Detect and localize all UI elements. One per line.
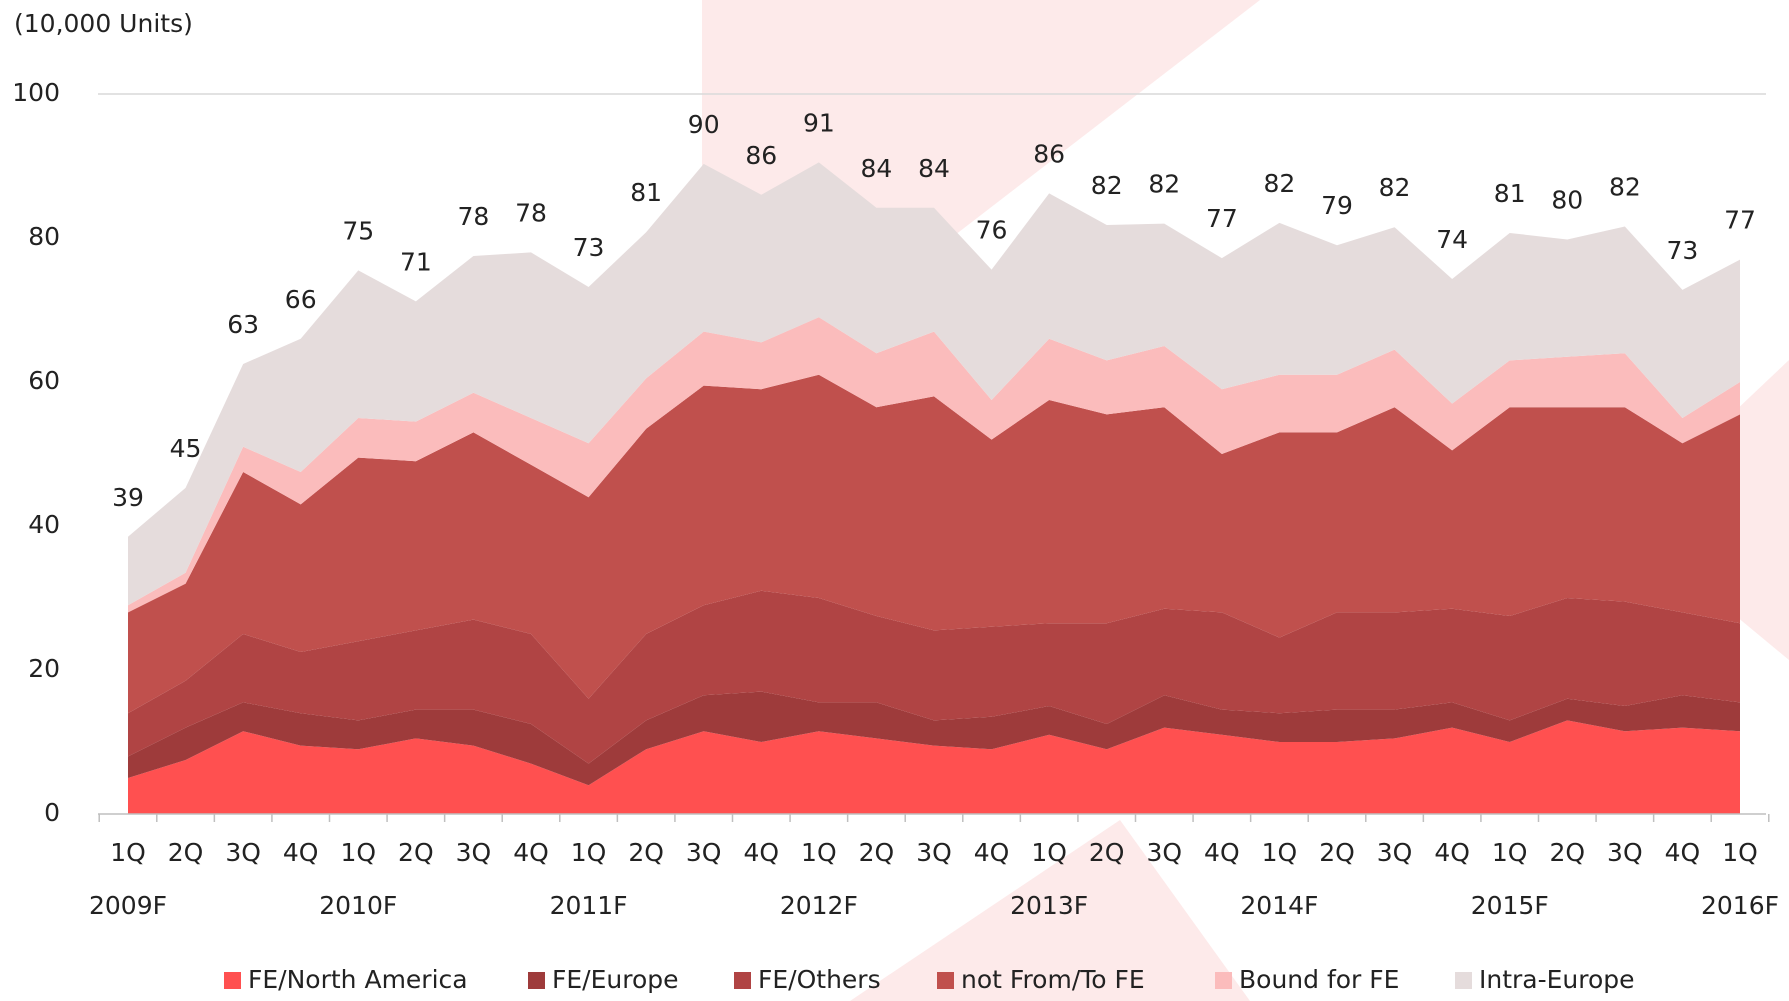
x-tick-label: 3Q [916,838,952,867]
x-tick-label: 4Q [513,838,549,867]
x-tick-label: 2Q [859,838,895,867]
total-label: 91 [803,108,835,137]
legend-label: Intra-Europe [1479,965,1635,994]
total-label: 77 [1206,204,1238,233]
total-label: 71 [400,247,432,276]
total-label: 81 [630,178,662,207]
y-tick-label: 100 [12,78,60,107]
legend-label: FE/Others [758,965,881,994]
area [128,317,1740,613]
total-label: 39 [112,483,144,512]
legend-swatch [1215,972,1232,989]
total-label: 75 [342,216,374,245]
year-label: 2014F [1240,891,1318,920]
x-tick-label: 1Q [1031,838,1067,867]
x-tick-label: 1Q [340,838,376,867]
x-tick-label: 1Q [1722,838,1758,867]
year-label: 2010F [319,891,397,920]
legend-label: Bound for FE [1239,965,1399,994]
x-tick-label: 3Q [1377,838,1413,867]
total-label: 74 [1436,225,1468,254]
total-label: 63 [227,310,259,339]
total-label: 45 [170,434,202,463]
x-tick-label: 3Q [686,838,722,867]
x-tick-label: 2Q [1549,838,1585,867]
total-label: 78 [515,198,547,227]
total-label: 81 [1494,179,1526,208]
unit-label: (10,000 Units) [14,9,193,38]
area [128,374,1740,714]
total-label: 84 [918,154,950,183]
total-label: 79 [1321,191,1353,220]
total-label: 86 [1033,139,1065,168]
x-tick-label: 1Q [110,838,146,867]
year-label: 2009F [89,891,167,920]
legend-label: FE/Europe [552,965,679,994]
total-label: 84 [861,154,893,183]
x-tick-label: 3Q [456,838,492,867]
x-tick-label: 4Q [1434,838,1470,867]
legend-swatch [734,972,751,989]
total-label: 82 [1379,173,1411,202]
x-tick-label: 1Q [1492,838,1528,867]
area [128,720,1740,814]
x-tick-label: 4Q [1204,838,1240,867]
y-tick-label: 60 [28,366,60,395]
legend-swatch [528,972,545,989]
total-label: 90 [688,110,720,139]
legend-swatch [224,972,241,989]
total-label: 66 [285,285,317,314]
x-tick-label: 4Q [743,838,779,867]
y-tick-label: 20 [28,654,60,683]
legend-label: not From/To FE [961,965,1145,994]
total-label: 82 [1264,169,1296,198]
total-label: 82 [1609,172,1641,201]
x-tick-label: 1Q [571,838,607,867]
year-label: 2011F [550,891,628,920]
y-tick-label: 40 [28,510,60,539]
year-label: 2016F [1701,891,1779,920]
year-label: 2015F [1471,891,1549,920]
legend-label: FE/North America [248,965,468,994]
total-label: 78 [458,202,490,231]
x-tick-label: 1Q [1262,838,1298,867]
y-tick-label: 0 [44,798,60,827]
total-label: 82 [1148,170,1180,199]
y-tick-label: 80 [28,222,60,251]
x-tick-label: 3Q [1146,838,1182,867]
x-tick-label: 4Q [1665,838,1701,867]
legend-swatch [937,972,954,989]
x-tick-label: 1Q [801,838,837,867]
x-tick-label: 2Q [398,838,434,867]
total-label: 73 [1667,236,1699,265]
total-label: 76 [976,216,1008,245]
area [128,691,1740,786]
total-label: 73 [573,233,605,262]
legend-swatch [1455,972,1472,989]
x-tick-label: 4Q [283,838,319,867]
x-tick-label: 2Q [168,838,204,867]
total-label: 77 [1724,206,1756,235]
x-tick-label: 3Q [1607,838,1643,867]
year-label: 2013F [1010,891,1088,920]
total-label: 82 [1091,171,1123,200]
x-tick-label: 2Q [1319,838,1355,867]
year-label: 2012F [780,891,858,920]
area [128,162,1740,606]
x-tick-label: 2Q [628,838,664,867]
total-label: 80 [1551,185,1583,214]
x-tick-label: 3Q [225,838,261,867]
total-label: 86 [745,141,777,170]
x-tick-label: 2Q [1089,838,1125,867]
x-tick-label: 4Q [974,838,1010,867]
